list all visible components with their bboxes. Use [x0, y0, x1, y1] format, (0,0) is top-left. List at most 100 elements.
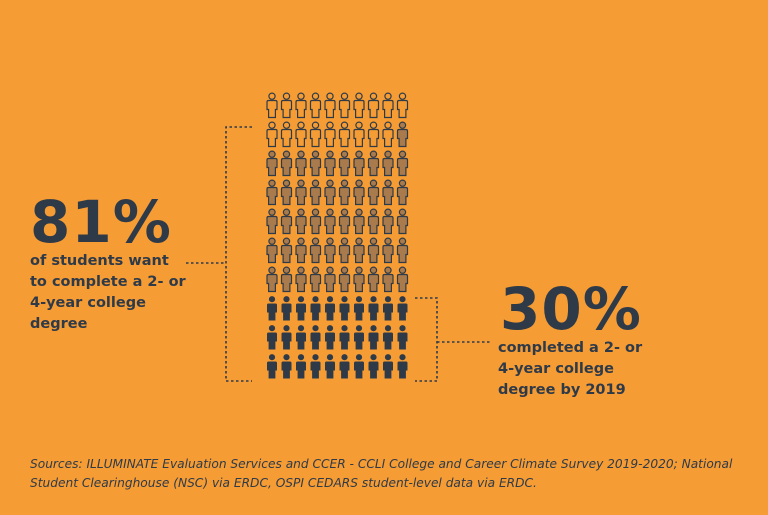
person-icon-solid — [296, 354, 306, 379]
person-icon-filled — [367, 179, 380, 206]
person-icon-solid — [368, 354, 379, 379]
person-icon-filled — [396, 121, 409, 148]
person-icon-outline — [396, 92, 409, 119]
left-bracket — [225, 126, 252, 382]
person-icon-filled — [309, 266, 322, 293]
person-icon-filled — [324, 237, 336, 264]
person-icon-outline — [266, 121, 278, 148]
person-icon-solid — [397, 354, 408, 379]
person-icon-outline — [324, 92, 336, 119]
person-icon-solid — [397, 325, 408, 350]
person-icon-outline — [382, 121, 394, 148]
person-icon-solid — [383, 296, 393, 321]
person-icon-solid — [281, 354, 292, 379]
person-icon-filled — [367, 266, 380, 293]
person-icon-outline — [309, 121, 322, 148]
person-icon-filled — [280, 179, 293, 206]
person-icon-outline — [382, 92, 394, 119]
person-icon-filled — [382, 150, 394, 177]
person-icon-filled — [266, 237, 278, 264]
person-icon-filled — [266, 150, 278, 177]
person-icon-outline — [353, 92, 365, 119]
stat-wanted-degree: 81% of students want to complete a 2- or… — [30, 193, 190, 335]
person-icon-solid — [368, 325, 379, 350]
person-icon-solid — [281, 296, 292, 321]
person-icon-filled — [396, 208, 409, 235]
person-icon-solid — [325, 296, 335, 321]
person-icon-filled — [280, 266, 293, 293]
person-icon-solid — [354, 296, 364, 321]
person-icon-outline — [324, 121, 336, 148]
person-icon-filled — [338, 266, 351, 293]
person-icon-filled — [353, 179, 365, 206]
person-icon-filled — [382, 179, 394, 206]
person-icon-solid — [339, 325, 350, 350]
person-icon-filled — [382, 266, 394, 293]
person-icon-filled — [338, 179, 351, 206]
person-icon-filled — [396, 266, 409, 293]
person-icon-solid — [296, 296, 306, 321]
stat-description: completed a 2- or 4-year college degree … — [498, 340, 643, 398]
person-icon-solid — [354, 354, 364, 379]
stat-percent-30: 30% — [500, 275, 642, 343]
person-icon-outline — [338, 121, 351, 148]
person-icon-solid — [354, 325, 364, 350]
person-icon-filled — [338, 150, 351, 177]
person-icon-solid — [267, 296, 277, 321]
person-icon-filled — [382, 237, 394, 264]
person-icon-outline — [266, 92, 278, 119]
person-icon-solid — [325, 325, 335, 350]
person-icon-outline — [309, 92, 322, 119]
person-icon-outline — [280, 121, 293, 148]
person-icon-outline — [295, 121, 307, 148]
right-bracket — [415, 297, 438, 382]
person-icon-filled — [324, 179, 336, 206]
person-icon-filled — [353, 208, 365, 235]
person-icon-filled — [324, 266, 336, 293]
person-icon-filled — [295, 266, 307, 293]
person-icon-solid — [325, 354, 335, 379]
bracket-connectors — [186, 126, 490, 382]
person-icon-solid — [397, 296, 408, 321]
person-icon-outline — [367, 121, 380, 148]
person-icon-outline — [280, 92, 293, 119]
stat-description: of students want to complete a 2- or 4-y… — [30, 253, 186, 332]
person-icon-filled — [295, 150, 307, 177]
person-icon-solid — [310, 354, 321, 379]
person-icon-filled — [367, 237, 380, 264]
person-icon-solid — [383, 354, 393, 379]
person-icon-filled — [295, 237, 307, 264]
person-icon-filled — [338, 208, 351, 235]
person-icon-solid — [267, 354, 277, 379]
person-icon-solid — [310, 296, 321, 321]
person-icon-solid — [281, 325, 292, 350]
person-icon-filled — [280, 150, 293, 177]
person-icon-filled — [309, 237, 322, 264]
person-icon-filled — [396, 179, 409, 206]
person-icon-filled — [266, 179, 278, 206]
person-icon-filled — [396, 237, 409, 264]
person-icon-filled — [295, 179, 307, 206]
person-icon-solid — [310, 325, 321, 350]
person-icon-filled — [367, 208, 380, 235]
person-icon-filled — [280, 208, 293, 235]
stat-completed-degree: 30% completed a 2- or 4-year college deg… — [498, 280, 658, 401]
person-icon-filled — [338, 237, 351, 264]
person-icon-filled — [309, 179, 322, 206]
person-icon-filled — [324, 150, 336, 177]
person-icon-solid — [339, 296, 350, 321]
person-icon-outline — [367, 92, 380, 119]
person-icon-filled — [382, 208, 394, 235]
person-icon-filled — [367, 150, 380, 177]
person-icon-solid — [383, 325, 393, 350]
person-icon-filled — [324, 208, 336, 235]
stat-percent-81: 81% — [30, 188, 172, 256]
person-icon-filled — [353, 150, 365, 177]
person-icon-filled — [266, 208, 278, 235]
person-icon-grid — [266, 92, 409, 379]
person-icon-solid — [339, 354, 350, 379]
person-icon-filled — [309, 150, 322, 177]
person-icon-filled — [280, 237, 293, 264]
person-icon-outline — [295, 92, 307, 119]
person-icon-solid — [296, 325, 306, 350]
